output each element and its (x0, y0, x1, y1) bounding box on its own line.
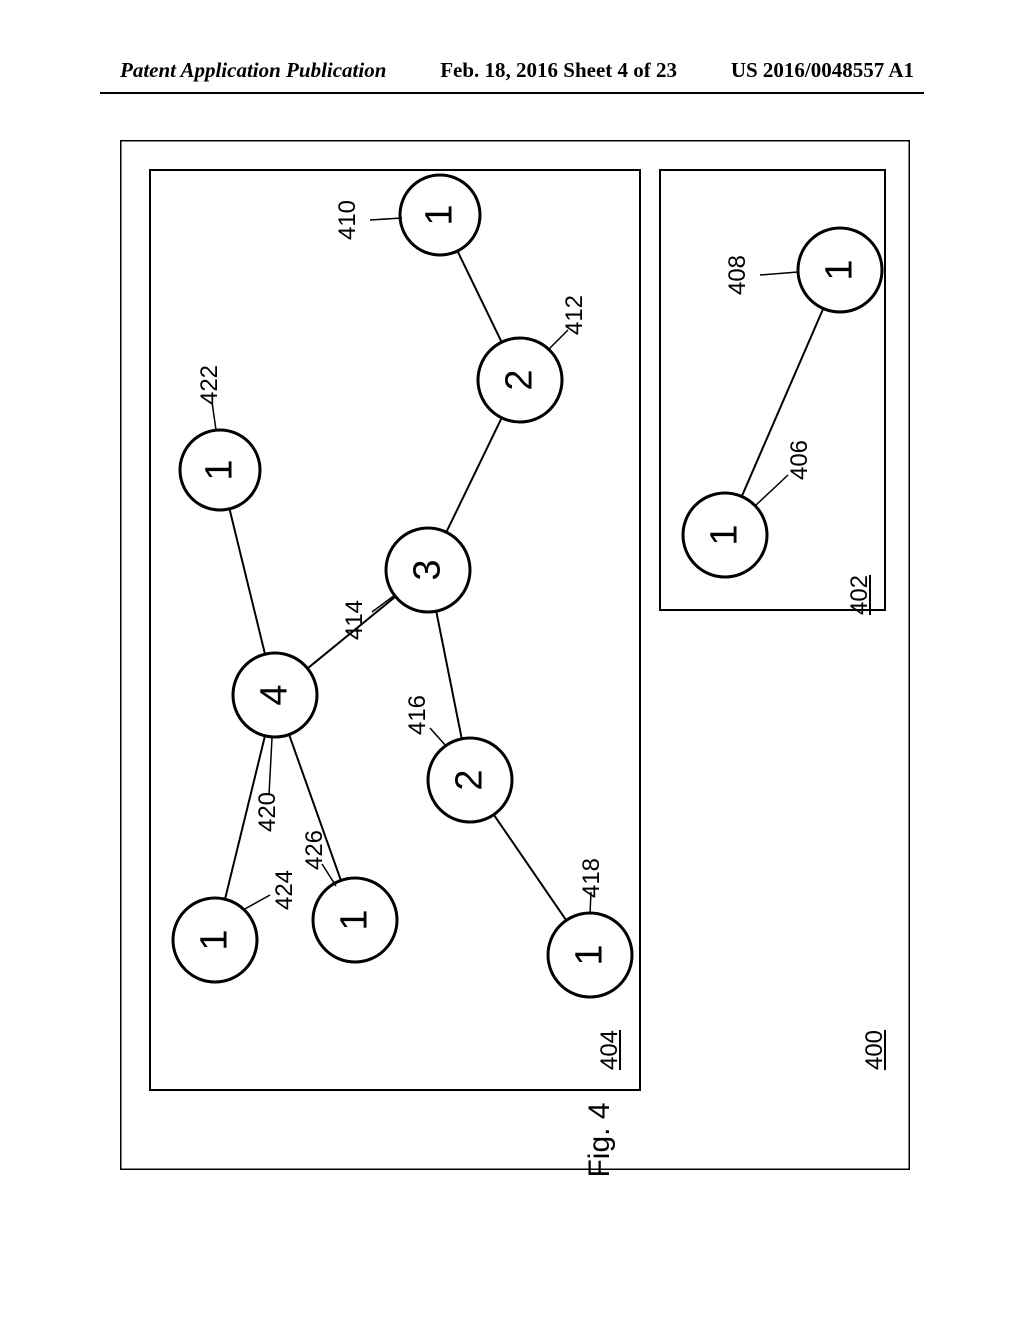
node-n416-label: 2 (449, 769, 492, 790)
header-date-sheet: Feb. 18, 2016 Sheet 4 of 23 (440, 58, 677, 83)
page-header: Patent Application Publication Feb. 18, … (0, 0, 1024, 83)
ref-416: 416 (404, 695, 432, 735)
ref-426: 426 (301, 830, 329, 870)
ref-400: 400 (861, 1030, 889, 1070)
ref-402: 402 (846, 575, 874, 615)
ref-422: 422 (196, 365, 224, 405)
figure-caption: Fig. 4 (583, 1102, 617, 1177)
node-n418-label: 1 (569, 944, 612, 965)
node-n410-label: 1 (419, 204, 462, 225)
ref-410: 410 (334, 200, 362, 240)
node-n406-label: 1 (704, 524, 747, 545)
node-n408-label: 1 (819, 259, 862, 280)
node-n422-label: 1 (199, 459, 242, 480)
diagram-svg (120, 140, 910, 1170)
node-n412-label: 2 (499, 369, 542, 390)
node-n424-label: 1 (194, 929, 237, 950)
ref-408: 408 (724, 255, 752, 295)
ref-406: 406 (786, 440, 814, 480)
node-n420-label: 4 (254, 684, 297, 705)
ref-424: 424 (271, 870, 299, 910)
ref-420: 420 (254, 792, 282, 832)
header-patent-no: US 2016/0048557 A1 (731, 58, 914, 83)
ref-404: 404 (596, 1030, 624, 1070)
header-rule (100, 92, 924, 94)
page: Patent Application Publication Feb. 18, … (0, 0, 1024, 1320)
node-n426-label: 1 (334, 909, 377, 930)
node-n414-label: 3 (407, 559, 450, 580)
ref-412: 412 (561, 295, 589, 335)
ref-418: 418 (578, 858, 606, 898)
header-publication: Patent Application Publication (120, 58, 386, 83)
figure-400: 404 402 400 1 406 1 408 1 410 2 412 3 414 2 416 1 418 4 42… (120, 140, 910, 1170)
ref-414: 414 (341, 600, 369, 640)
